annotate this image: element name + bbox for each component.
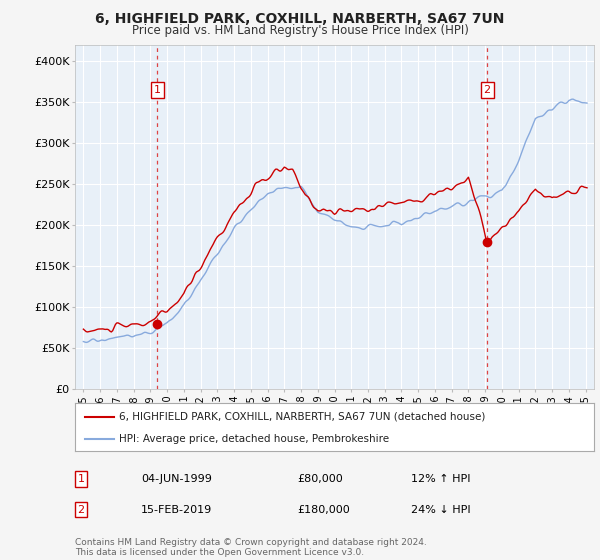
Text: 6, HIGHFIELD PARK, COXHILL, NARBERTH, SA67 7UN (detached house): 6, HIGHFIELD PARK, COXHILL, NARBERTH, SA… (119, 412, 485, 422)
Text: 1: 1 (154, 85, 161, 95)
Text: 15-FEB-2019: 15-FEB-2019 (141, 505, 212, 515)
Text: 2: 2 (484, 85, 491, 95)
Text: Contains HM Land Registry data © Crown copyright and database right 2024.
This d: Contains HM Land Registry data © Crown c… (75, 538, 427, 557)
Text: 2: 2 (77, 505, 85, 515)
Text: 24% ↓ HPI: 24% ↓ HPI (411, 505, 470, 515)
Text: 1: 1 (77, 474, 85, 484)
Text: £80,000: £80,000 (297, 474, 343, 484)
Text: HPI: Average price, detached house, Pembrokeshire: HPI: Average price, detached house, Pemb… (119, 434, 389, 444)
Text: 04-JUN-1999: 04-JUN-1999 (141, 474, 212, 484)
Text: £180,000: £180,000 (297, 505, 350, 515)
Text: Price paid vs. HM Land Registry's House Price Index (HPI): Price paid vs. HM Land Registry's House … (131, 24, 469, 36)
Text: 6, HIGHFIELD PARK, COXHILL, NARBERTH, SA67 7UN: 6, HIGHFIELD PARK, COXHILL, NARBERTH, SA… (95, 12, 505, 26)
Text: 12% ↑ HPI: 12% ↑ HPI (411, 474, 470, 484)
